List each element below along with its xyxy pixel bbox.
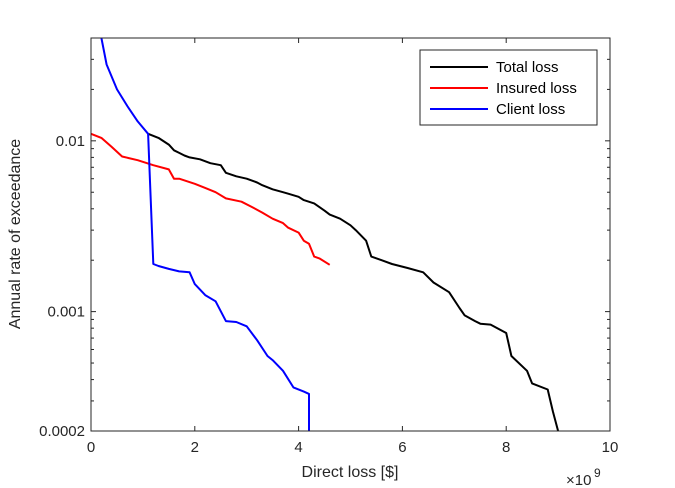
x-tick-label: 6 — [398, 439, 406, 456]
legend: Total loss Insured loss Client loss — [419, 49, 598, 126]
series-line-insured-loss — [90, 132, 331, 266]
y-axis-label: Annual rate of exceedance — [7, 139, 24, 329]
x-tick-label: 4 — [294, 439, 302, 456]
legend-label: Client loss — [496, 101, 565, 118]
legend-label: Insured loss — [496, 80, 577, 97]
legend-label: Total loss — [496, 59, 559, 76]
x-tick-label: 2 — [191, 439, 199, 456]
plot-frame — [90, 37, 611, 432]
series-line-client-loss — [100, 37, 310, 431]
series-layer — [90, 37, 560, 432]
x-exponent: ×10 9 — [566, 466, 601, 488]
x-axis-label: Direct loss [$] — [302, 464, 399, 481]
x-exponent-base: ×10 — [566, 472, 591, 488]
x-tick-label: 8 — [502, 439, 510, 456]
y-tick-label: 0.01 — [56, 133, 85, 150]
x-tick-label: 0 — [87, 439, 95, 456]
series-line-total-loss — [147, 132, 560, 432]
y-tick-label: 0.0002 — [39, 423, 85, 440]
ticks-layer: 0 2 4 6 8 10 0.01 0.001 0.0002 — [39, 38, 618, 456]
x-tick-label: 10 — [602, 439, 619, 456]
x-exponent-power: 9 — [594, 466, 601, 480]
y-tick-label: 0.001 — [47, 304, 85, 321]
legend-entries: Total loss Insured loss Client loss — [430, 59, 577, 118]
